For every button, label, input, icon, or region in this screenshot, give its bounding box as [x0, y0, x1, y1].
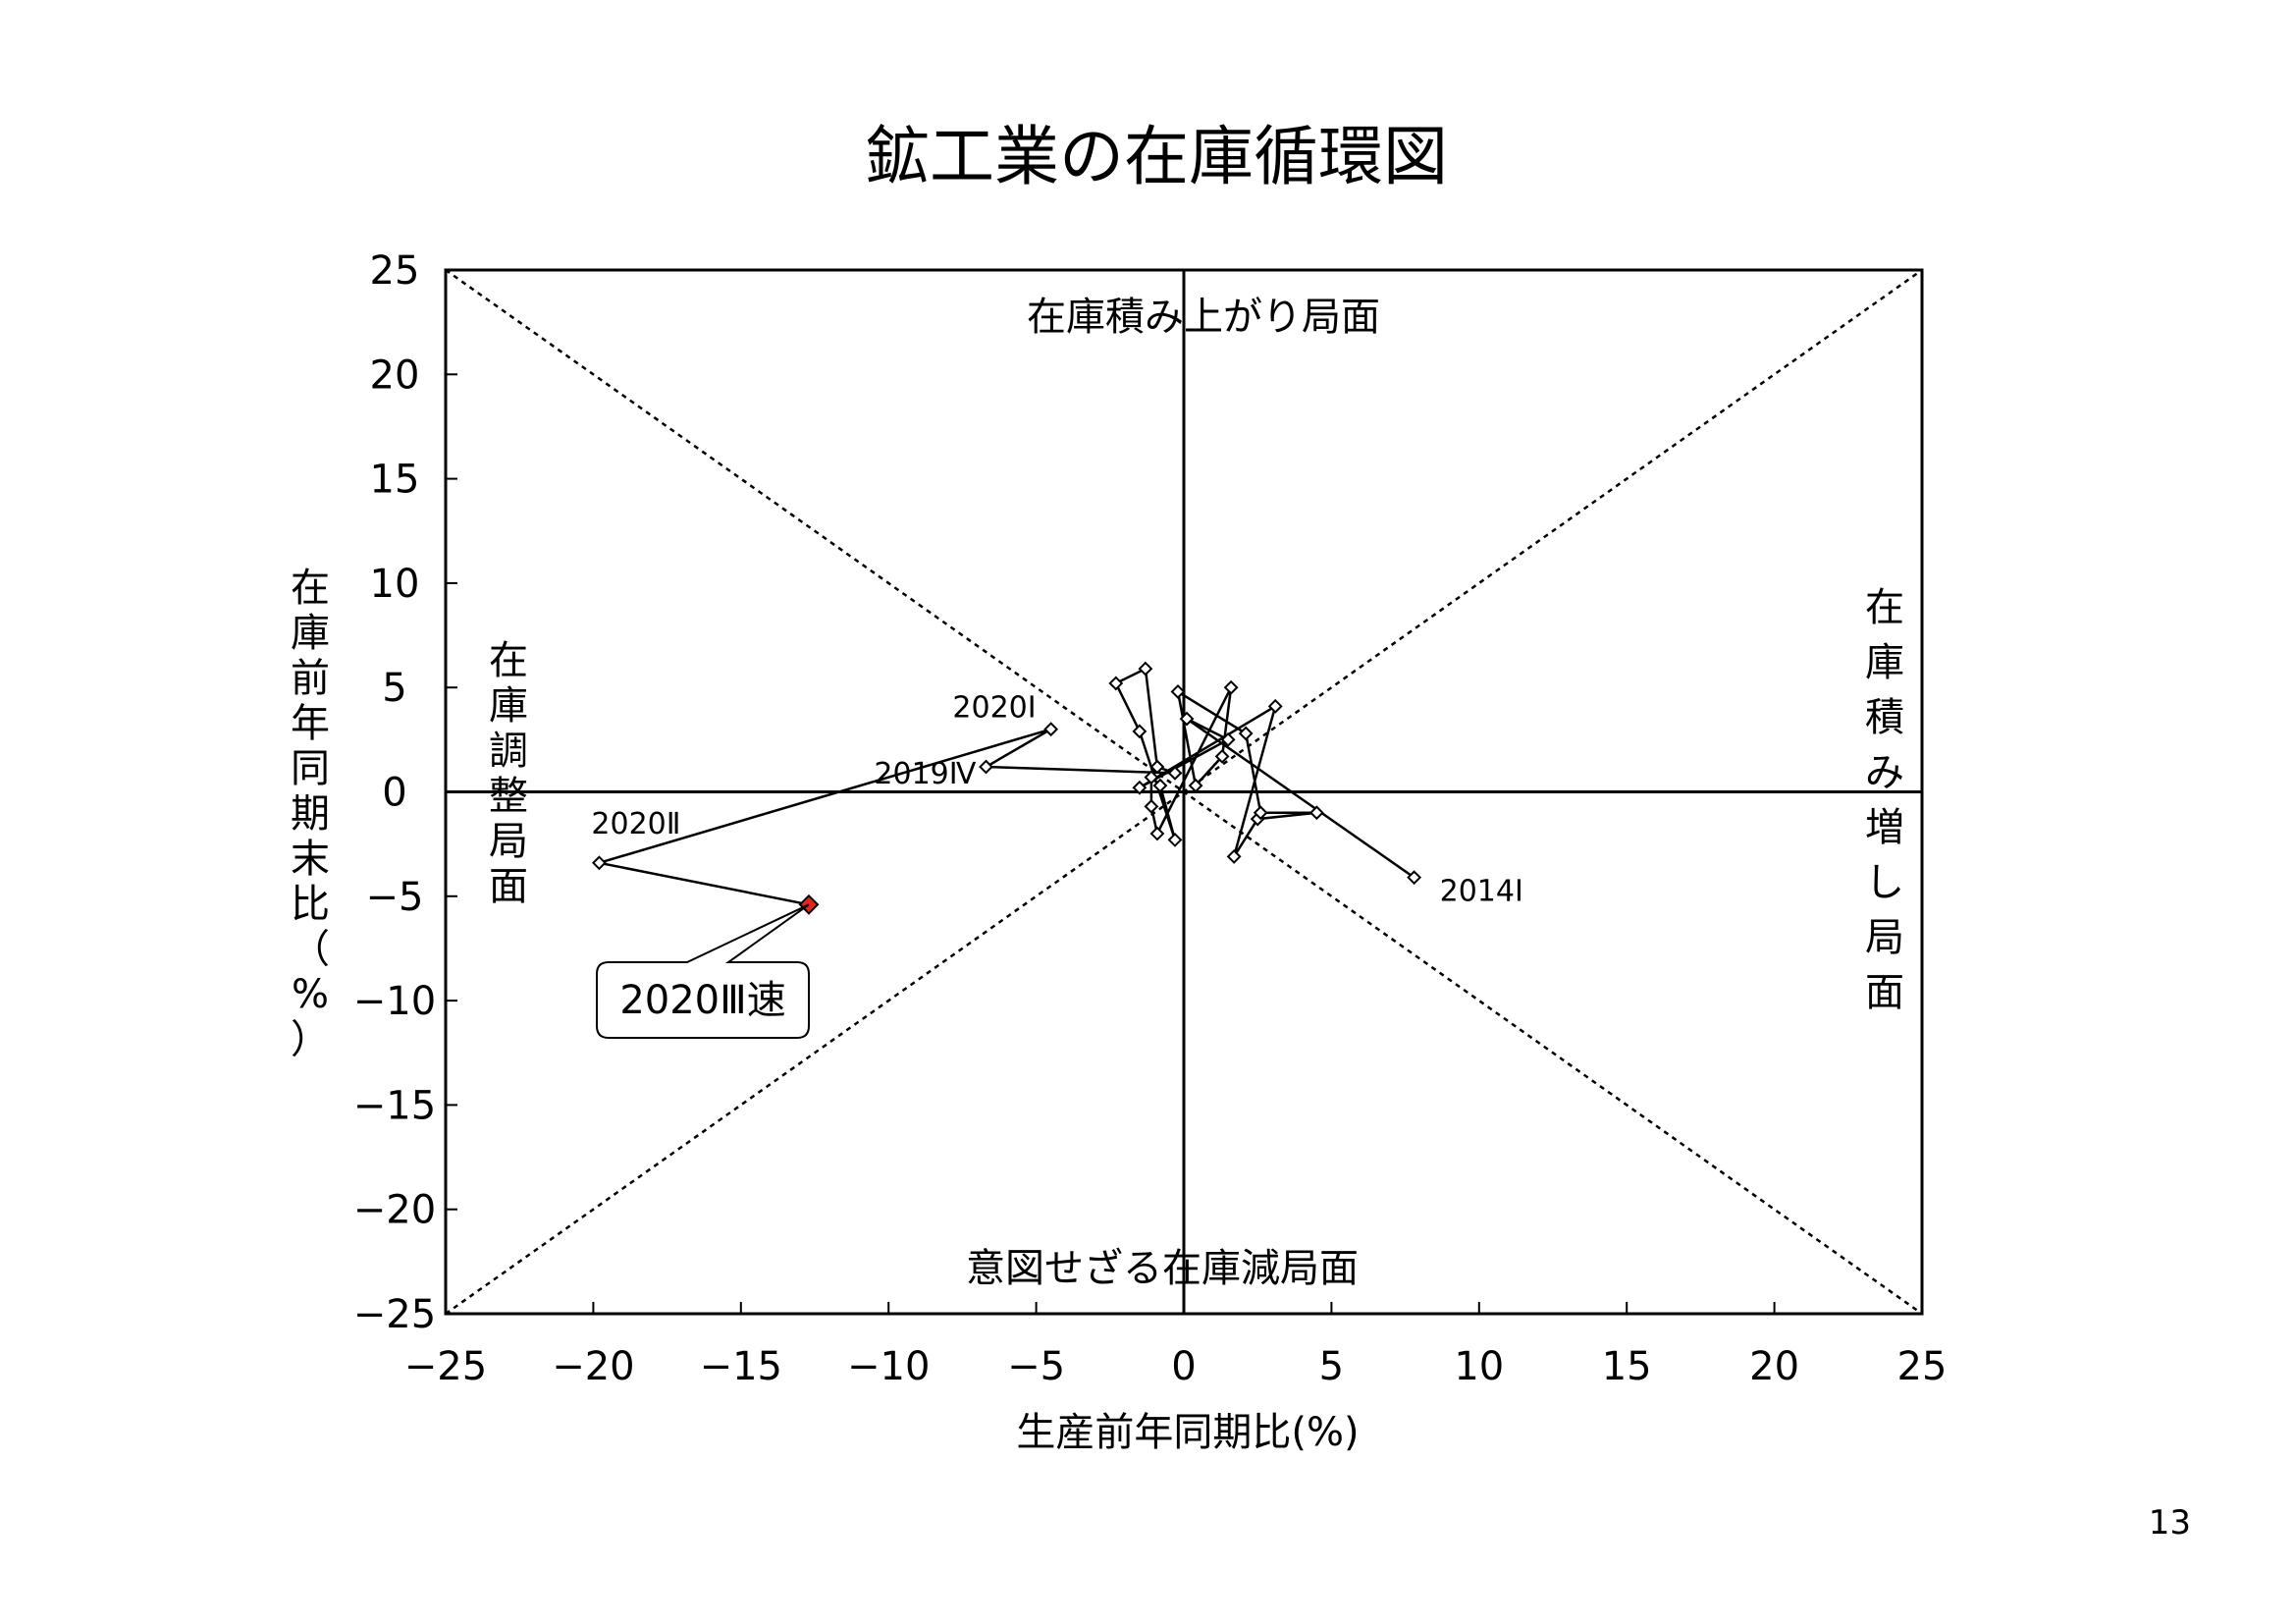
data-point	[1267, 698, 1283, 714]
data-point	[1149, 759, 1165, 775]
data-point	[1188, 778, 1203, 793]
x-tick-label: −25	[404, 1344, 487, 1389]
data-point	[1108, 676, 1124, 691]
x-tick-label: −10	[847, 1344, 930, 1389]
data-point	[1253, 805, 1268, 821]
data-point	[1170, 684, 1186, 699]
region-label-right-char: 庫	[1865, 640, 1904, 685]
region-label-bottom: 意図せざる在庫減局面	[966, 1246, 1359, 1291]
x-tick-label: 10	[1454, 1344, 1504, 1389]
y-tick-label: 25	[370, 248, 420, 294]
data-point	[1308, 805, 1324, 821]
data-point	[1407, 870, 1422, 886]
y-tick-label: −20	[353, 1188, 436, 1233]
x-tick-label: 20	[1749, 1344, 1799, 1389]
data-point	[1220, 731, 1236, 747]
region-label-left-char: 調	[489, 729, 528, 774]
y-axis-label-char: ）	[291, 1017, 330, 1062]
tick-labels: −25 −25 −20 −20 −15 −15 −10 −10 −5 −5 0 0 5 5 10 10 15 15…	[353, 248, 1948, 1389]
x-axis-label: 生産前年同期比(%)	[1016, 1410, 1359, 1455]
x-tick-label: −20	[552, 1344, 634, 1389]
y-tick-label: 20	[370, 352, 420, 398]
region-label-left-char: 局	[489, 819, 528, 864]
data-point	[1226, 848, 1242, 864]
callout-bubble	[596, 903, 810, 1039]
data-point	[1144, 770, 1159, 785]
data-point	[1238, 726, 1254, 741]
y-axis-label-char: 年	[291, 701, 330, 746]
x-tick-label: 0	[1171, 1344, 1196, 1389]
region-label-right-char: 面	[1865, 970, 1904, 1015]
point-label: 2019Ⅳ	[874, 757, 976, 791]
data-point	[1152, 778, 1168, 793]
data-point	[592, 855, 607, 871]
x-tick-label: 5	[1319, 1344, 1344, 1389]
x-tick-label: 25	[1897, 1344, 1948, 1389]
data-point	[1214, 748, 1230, 764]
y-axis-label-char: 期	[291, 791, 330, 837]
region-label-right-char: 在	[1865, 585, 1904, 630]
data-point	[1144, 798, 1159, 814]
data-series	[592, 661, 1422, 915]
data-point	[1043, 722, 1059, 737]
point-labels: 2014Ⅰ 2020Ⅰ 2019Ⅳ 2020Ⅱ 2020Ⅲ速	[591, 691, 1523, 1039]
y-axis-label-char: 末	[291, 837, 330, 882]
region-label-right-char: み	[1865, 750, 1904, 795]
region-label-left-char: 整	[489, 774, 528, 819]
y-axis-label-char: （	[291, 927, 330, 972]
x-tick-label: 15	[1602, 1344, 1652, 1389]
point-label: 2014Ⅰ	[1440, 875, 1523, 909]
y-tick-label: −5	[366, 875, 424, 920]
data-point	[1132, 724, 1148, 739]
data-point	[1223, 679, 1239, 695]
region-label-top: 在庫積み上がり局面	[1027, 295, 1380, 340]
chart-frame	[444, 268, 1924, 1316]
region-label-left-char: 庫	[489, 683, 528, 729]
y-axis-label-char: 庫	[291, 611, 330, 656]
y-tick-label: 5	[382, 666, 406, 711]
point-label: 2020Ⅰ	[952, 691, 1036, 726]
data-point	[1132, 780, 1148, 795]
callout-label: 2020Ⅲ速	[619, 978, 785, 1023]
region-label-right-char: 増	[1865, 805, 1904, 850]
y-axis-label-char: 在	[291, 566, 330, 611]
x-tick-label: −15	[700, 1344, 782, 1389]
data-point	[979, 759, 993, 775]
page-number: 13	[2149, 1503, 2191, 1543]
y-tick-label: −15	[353, 1083, 436, 1128]
chart-title: 鉱工業の在庫循環図	[865, 119, 1448, 194]
y-axis-label-char: 同	[291, 746, 330, 791]
y-axis-label-char: 比	[291, 882, 330, 927]
data-point	[1179, 711, 1195, 727]
region-label-left-char: 面	[489, 864, 528, 909]
x-tick-label: −5	[1007, 1344, 1065, 1389]
region-label-right-char: し	[1865, 860, 1904, 905]
region-label-right-char: 積	[1865, 695, 1904, 740]
y-tick-label: 0	[382, 771, 406, 816]
data-point	[1138, 661, 1153, 677]
y-tick-label: −25	[353, 1292, 436, 1337]
data-point	[1149, 826, 1165, 841]
data-point	[1167, 765, 1183, 781]
point-label: 2020Ⅱ	[591, 807, 680, 841]
y-tick-label: 10	[370, 562, 420, 607]
region-label-right-char: 局	[1865, 915, 1904, 960]
y-tick-label: 15	[370, 458, 420, 503]
region-label-left-char: 在	[489, 638, 528, 683]
y-axis-label-char: %	[292, 972, 329, 1017]
series-line	[599, 667, 1415, 906]
y-tick-label: −10	[353, 979, 436, 1024]
data-point	[1167, 832, 1183, 847]
y-axis-label-char: 前	[291, 656, 330, 701]
